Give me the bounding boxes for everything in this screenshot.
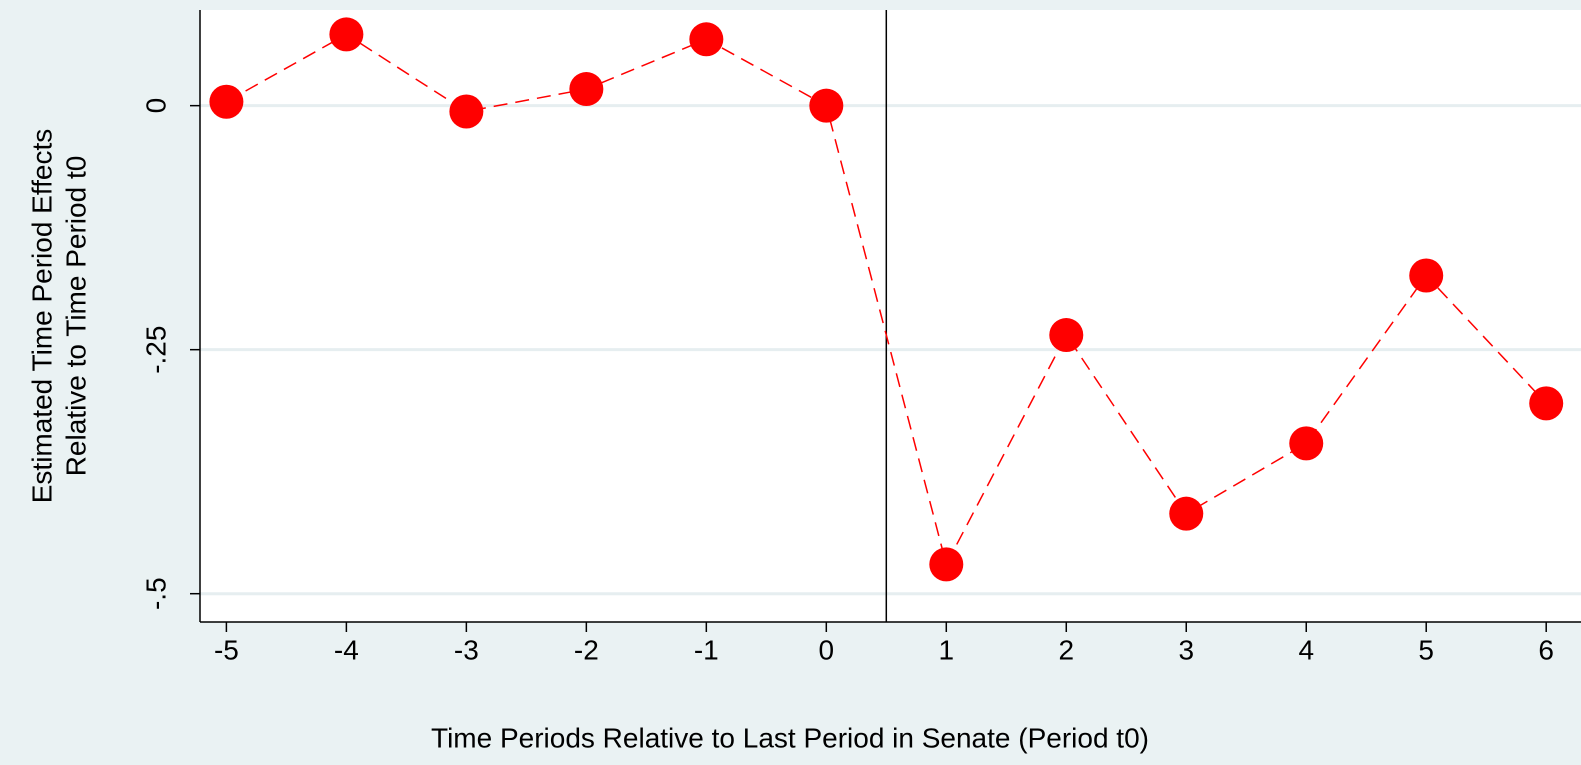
x-tick-label: 4 [1298,634,1314,665]
x-tick-label: 6 [1538,634,1554,665]
point [1049,318,1084,353]
point [449,94,484,129]
point [929,547,964,582]
x-tick-label: 3 [1178,634,1194,665]
point [1289,426,1324,461]
point [1529,386,1564,421]
y-tick-label: 0 [140,98,171,114]
point [689,22,724,57]
y-tick-label: -.25 [140,326,171,374]
x-tick-label: -4 [334,634,359,665]
x-tick-label: 2 [1058,634,1074,665]
point [1169,496,1204,531]
x-tick-label: -1 [694,634,719,665]
series-line [226,33,1547,567]
point [209,84,244,119]
x-tick-label: -5 [214,634,239,665]
point [569,72,604,107]
point [809,88,844,123]
x-tick-label: 1 [939,634,955,665]
x-tick-label: 5 [1418,634,1434,665]
y-axis-title: Estimated Time Period Effects [26,129,57,504]
x-tick-label: 0 [819,634,835,665]
x-tick-label: -2 [574,634,599,665]
y-axis-title: Relative to Time Period t0 [60,156,91,477]
x-axis-title: Time Periods Relative to Last Period in … [431,722,1149,753]
point [329,17,364,52]
x-tick-label: -3 [454,634,479,665]
plot-area [200,10,1581,622]
y-tick-label: -.5 [140,577,171,610]
point [1409,258,1444,293]
